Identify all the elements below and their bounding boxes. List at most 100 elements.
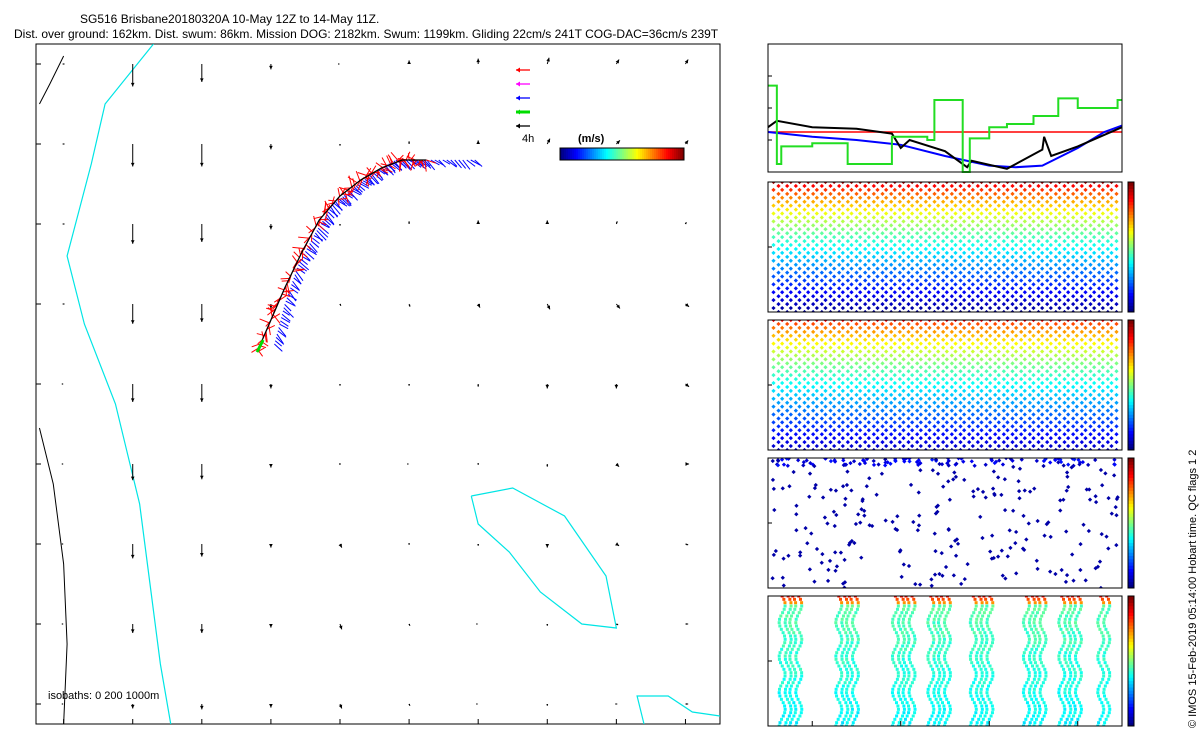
- profile-point: [1062, 286, 1067, 291]
- profile-point: [944, 219, 949, 224]
- profile-point: [889, 246, 894, 252]
- profile-point: [996, 341, 1001, 346]
- profile-point: [780, 349, 785, 354]
- colorbar-segment: [636, 148, 639, 160]
- profile-point: [962, 266, 967, 271]
- profile-point: [1027, 392, 1032, 397]
- profile-point: [996, 305, 1001, 311]
- profile-point: [1048, 282, 1053, 287]
- profile-point: [949, 254, 954, 259]
- profile-point: [1062, 231, 1067, 236]
- geo-velocity-arrow: [615, 303, 621, 309]
- profile-point: [1010, 246, 1015, 252]
- profile-point: [1071, 254, 1076, 259]
- profile-point: [849, 607, 853, 611]
- profile-point: [1022, 333, 1027, 338]
- profile-point: [819, 560, 824, 565]
- profile-point: [788, 624, 792, 628]
- profile-point: [1041, 463, 1046, 469]
- profile-point: [1083, 396, 1088, 401]
- profile-point: [941, 424, 946, 429]
- profile-point: [915, 528, 920, 533]
- profile-point: [988, 373, 993, 378]
- map-colorbar: [559, 147, 685, 161]
- profile-point: [1023, 661, 1027, 665]
- profile-point: [1031, 664, 1035, 668]
- profile-point: [844, 597, 848, 601]
- colorbar-segment: [576, 148, 579, 160]
- profile-point: [901, 187, 906, 193]
- profile-point: [927, 211, 932, 216]
- profile-point: [822, 515, 828, 520]
- profile-point: [862, 460, 868, 466]
- profile-point: [968, 691, 972, 695]
- profile-point: [889, 416, 894, 421]
- profile-point: [1097, 329, 1102, 334]
- profile-point: [858, 182, 863, 185]
- profile-point: [1074, 211, 1079, 216]
- profile-point: [771, 365, 776, 370]
- profile-point: [1040, 349, 1045, 354]
- profile-point: [820, 551, 825, 557]
- profile-point: [975, 301, 980, 307]
- profile-point: [876, 462, 881, 467]
- map-content: [38, 44, 720, 724]
- profile-point: [1022, 203, 1027, 208]
- profile-point: [793, 215, 798, 220]
- profile-point: [1001, 286, 1006, 291]
- profile-point: [854, 231, 859, 236]
- profile-point: [1058, 651, 1062, 655]
- profile-point: [1031, 611, 1035, 615]
- profile-point: [855, 677, 859, 681]
- profile-point: [984, 254, 989, 259]
- profile-point: [875, 203, 880, 208]
- profile-point: [915, 392, 920, 397]
- profile-point: [917, 513, 922, 518]
- profile-point: [837, 231, 842, 236]
- profile-point: [1066, 266, 1071, 271]
- profile-point: [975, 384, 980, 390]
- profile-point: [1014, 357, 1019, 362]
- profile-point: [967, 432, 972, 437]
- profile-point: [833, 488, 839, 493]
- profile-point: [1088, 238, 1093, 244]
- profile-point: [949, 361, 954, 366]
- profile-point: [793, 301, 798, 307]
- profile-point: [1068, 704, 1072, 708]
- profile-point: [903, 627, 907, 631]
- profile-point: [953, 373, 958, 378]
- dac-vector: [310, 240, 320, 248]
- profile-point: [913, 704, 917, 708]
- profile-point: [1010, 376, 1015, 382]
- profile-point: [1066, 436, 1071, 441]
- profile-point: [785, 215, 790, 220]
- profile-point: [1001, 376, 1006, 382]
- profile-point: [789, 634, 793, 638]
- colorbar-segment: [590, 148, 593, 160]
- profile-point: [941, 278, 946, 283]
- profile-point: [797, 211, 802, 216]
- swim-vector: [298, 236, 310, 239]
- legend-swatch-head: [516, 67, 520, 73]
- profile-point: [1010, 223, 1015, 228]
- profile-point: [906, 667, 910, 671]
- profile-point: [904, 596, 908, 598]
- profile-point: [940, 681, 944, 685]
- profile-point: [1014, 341, 1019, 346]
- profile-point: [1036, 400, 1041, 405]
- profile-point: [856, 634, 860, 638]
- profile-point: [975, 361, 980, 366]
- profile-point: [902, 651, 906, 655]
- profile-point: [1057, 187, 1062, 193]
- swim-vector: [272, 314, 281, 324]
- profile-point: [1114, 191, 1119, 196]
- profile-point: [1074, 373, 1079, 378]
- profile-point: [993, 400, 998, 405]
- profile-point: [884, 187, 889, 193]
- profile-point: [906, 246, 911, 252]
- profile-point: [1048, 373, 1053, 378]
- profile-point: [993, 337, 998, 342]
- profile-point: [907, 724, 911, 726]
- profile-point: [941, 246, 946, 252]
- arrow-head: [408, 221, 410, 224]
